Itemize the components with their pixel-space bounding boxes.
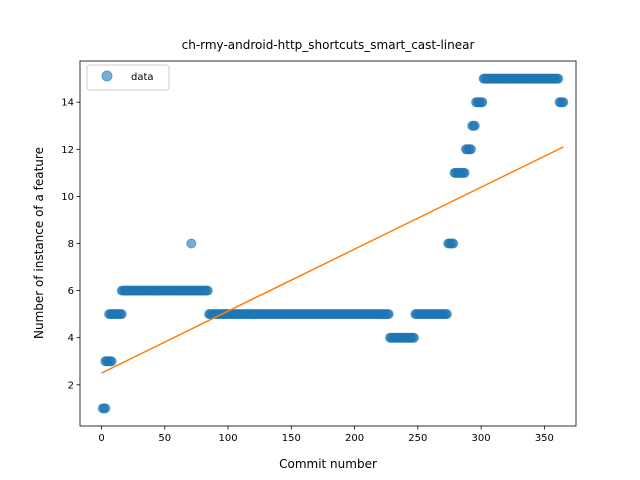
x-tick-label: 100 [218, 433, 237, 444]
y-tick-label: 10 [61, 192, 74, 203]
data-point [441, 309, 452, 320]
data-point [477, 97, 488, 108]
y-axis-label: Number of instance of a feature [32, 147, 46, 339]
data-point [459, 167, 470, 178]
y-tick-label: 6 [68, 286, 74, 297]
legend-marker-data [101, 70, 113, 82]
data-point [469, 120, 480, 131]
linear-fit-line [101, 146, 564, 374]
data-point [116, 309, 127, 320]
y-tick-label: 2 [68, 380, 74, 391]
x-tick-label: 300 [472, 433, 491, 444]
x-tick-label: 150 [282, 433, 301, 444]
scatter-series-data [97, 73, 569, 414]
data-point [409, 332, 420, 343]
data-point [448, 238, 459, 249]
y-tick-label: 4 [68, 333, 74, 344]
x-axis-label: Commit number [279, 457, 377, 471]
y-tick-label: 14 [61, 98, 74, 109]
y-tick-label: 8 [68, 239, 74, 250]
plot-area [79, 60, 577, 427]
legend-label-data: data [131, 72, 154, 83]
legend: data [86, 64, 170, 91]
data-point [558, 97, 569, 108]
y-axis: 2 4 6 8 10 12 14 [61, 98, 80, 391]
data-point [465, 144, 476, 155]
data-point [186, 238, 197, 249]
x-tick-label: 350 [535, 433, 554, 444]
x-tick-label: 50 [158, 433, 171, 444]
y-tick-label: 12 [61, 145, 74, 156]
data-point [553, 73, 564, 84]
data-point [106, 356, 117, 367]
data-point [202, 285, 213, 296]
x-tick-label: 200 [345, 433, 364, 444]
x-axis: 0 50 100 150 200 250 300 350 [98, 426, 554, 444]
data-point [383, 309, 394, 320]
legend-frame [86, 64, 170, 91]
data-point [100, 403, 111, 414]
x-tick-label: 0 [98, 433, 104, 444]
x-tick-label: 250 [408, 433, 427, 444]
chart-title: ch-rmy-android-http_shortcuts_smart_cast… [182, 38, 475, 52]
